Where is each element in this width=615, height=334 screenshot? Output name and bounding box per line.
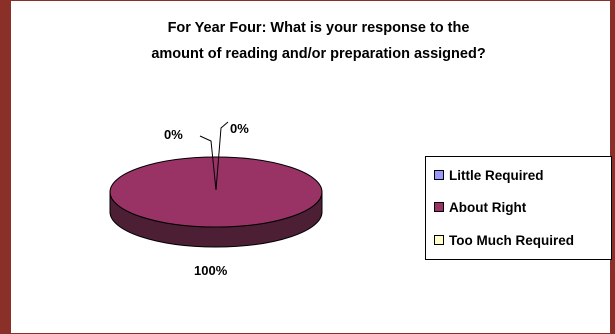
legend-item-little-required: Little Required xyxy=(434,165,544,185)
legend-label-about-right: About Right xyxy=(449,199,527,215)
legend-label-too-much-required: Too Much Required xyxy=(449,232,574,248)
slice-label-about-right: 100% xyxy=(194,263,228,278)
pie-slice-about-right xyxy=(109,156,323,228)
legend-item-about-right: About Right xyxy=(434,197,526,217)
leader-line-too-much-required xyxy=(215,121,229,191)
legend-swatch-little-required xyxy=(434,170,444,180)
leader-line-little-required xyxy=(199,135,217,191)
legend-item-too-much-required: Too Much Required xyxy=(434,230,574,250)
slice-label-too-much-required: 0% xyxy=(230,121,249,136)
chart-title-line-1: For Year Four: What is your response to … xyxy=(167,20,470,36)
slice-label-little-required: 0% xyxy=(164,127,183,142)
legend-swatch-about-right xyxy=(434,202,444,212)
legend-swatch-too-much-required xyxy=(434,235,444,245)
chart-title: For Year Four: What is your response to … xyxy=(31,15,606,67)
chart-title-line-2: amount of reading and/or preparation ass… xyxy=(151,46,486,62)
legend-label-little-required: Little Required xyxy=(449,167,544,183)
chart-legend: Little Required About Right Too Much Req… xyxy=(425,156,612,260)
